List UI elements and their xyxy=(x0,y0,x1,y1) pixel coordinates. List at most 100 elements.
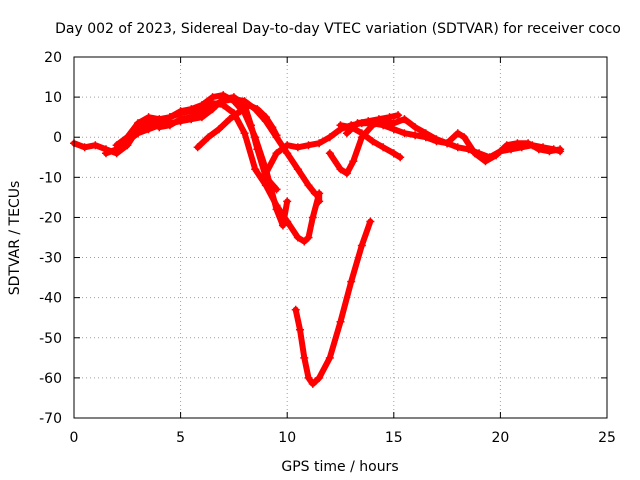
data-point xyxy=(133,119,142,128)
y-tick-label: -10 xyxy=(39,170,62,186)
data-point xyxy=(187,113,196,122)
data-point xyxy=(470,149,479,158)
data-point xyxy=(283,197,292,206)
data-point xyxy=(545,147,554,156)
y-tick-label: 0 xyxy=(53,130,62,146)
y-tick-labels: 20 10 0 -10 -20 -30 -40 -50 -60 -70 xyxy=(39,50,62,427)
data-point xyxy=(481,157,490,166)
data-point xyxy=(524,139,533,148)
data-point xyxy=(304,373,313,382)
series-track-7 xyxy=(325,115,565,178)
y-tick-label: 10 xyxy=(44,90,62,106)
data-point xyxy=(366,217,375,226)
data-point xyxy=(400,129,409,138)
data-point xyxy=(193,143,202,152)
data-point xyxy=(460,133,469,142)
x-axis-title: GPS time / hours xyxy=(281,459,398,475)
data-point xyxy=(421,129,430,138)
y-tick-label: -20 xyxy=(39,210,62,226)
data-point xyxy=(411,131,420,140)
series-line xyxy=(194,102,280,151)
data-point xyxy=(308,213,317,222)
y-tick-label: -70 xyxy=(39,411,62,427)
data-point xyxy=(379,143,388,152)
data-point xyxy=(155,115,164,124)
data-point xyxy=(502,141,511,150)
x-tick-label: 25 xyxy=(598,430,616,446)
data-point xyxy=(133,129,142,138)
data-point xyxy=(251,165,260,174)
data-point xyxy=(304,181,313,190)
data-point xyxy=(304,233,313,242)
data-point xyxy=(272,185,281,194)
data-point xyxy=(283,141,292,150)
data-point xyxy=(123,133,132,142)
data-point xyxy=(315,139,324,148)
x-tick-labels: 0 5 10 15 20 25 xyxy=(70,430,616,446)
data-point xyxy=(342,129,351,138)
series-track-5 xyxy=(193,101,281,152)
data-point xyxy=(144,113,153,122)
data-point xyxy=(272,131,281,140)
data-point xyxy=(325,353,334,362)
data-point xyxy=(357,129,366,138)
data-point xyxy=(389,119,398,128)
data-point xyxy=(443,139,452,148)
data-point xyxy=(293,233,302,242)
data-point xyxy=(396,153,405,162)
data-point xyxy=(336,317,345,326)
data-point xyxy=(411,123,420,132)
grid xyxy=(74,57,607,418)
data-point xyxy=(349,157,358,166)
series-line xyxy=(262,120,564,177)
data-point xyxy=(176,115,185,124)
x-tick-label: 0 xyxy=(70,430,79,446)
y-tick-label: -50 xyxy=(39,331,62,347)
data-point xyxy=(513,139,522,148)
data-point xyxy=(225,115,234,124)
data-point xyxy=(283,149,292,158)
data-point xyxy=(91,141,100,150)
data-point xyxy=(325,133,334,142)
data-point xyxy=(432,135,441,144)
data-point xyxy=(261,169,270,178)
data-point xyxy=(272,201,281,210)
data-point xyxy=(293,143,302,152)
data-point xyxy=(236,107,245,116)
data-point xyxy=(283,217,292,226)
data-point xyxy=(291,305,300,314)
data-point xyxy=(336,121,345,130)
data-point xyxy=(165,121,174,130)
x-tick-label: 10 xyxy=(278,430,296,446)
data-point xyxy=(315,197,324,206)
data-point xyxy=(112,141,121,150)
data-point xyxy=(492,151,501,160)
data-point xyxy=(336,165,345,174)
data-point xyxy=(364,117,373,126)
data-point xyxy=(342,169,351,178)
series-track-10 xyxy=(291,217,375,388)
data-point xyxy=(453,129,462,138)
data-point xyxy=(394,111,403,120)
y-tick-label: -30 xyxy=(39,251,62,267)
data-point xyxy=(144,125,153,134)
data-point xyxy=(197,109,206,118)
data-point xyxy=(229,95,238,104)
chart-title: Day 002 of 2023, Sidereal Day-to-day VTE… xyxy=(55,21,621,37)
series-track-4 xyxy=(155,95,319,198)
data-point xyxy=(300,353,309,362)
series-layer xyxy=(70,91,565,388)
data-point xyxy=(165,113,174,122)
data-point xyxy=(453,143,462,152)
data-point xyxy=(293,165,302,174)
y-tick-label: -40 xyxy=(39,291,62,307)
data-point xyxy=(268,123,277,132)
series-track-3 xyxy=(112,99,324,246)
data-point xyxy=(368,137,377,146)
data-point xyxy=(278,221,287,230)
data-point xyxy=(400,115,409,124)
y-tick-label: -60 xyxy=(39,371,62,387)
data-point xyxy=(295,325,304,334)
data-point xyxy=(204,133,213,142)
